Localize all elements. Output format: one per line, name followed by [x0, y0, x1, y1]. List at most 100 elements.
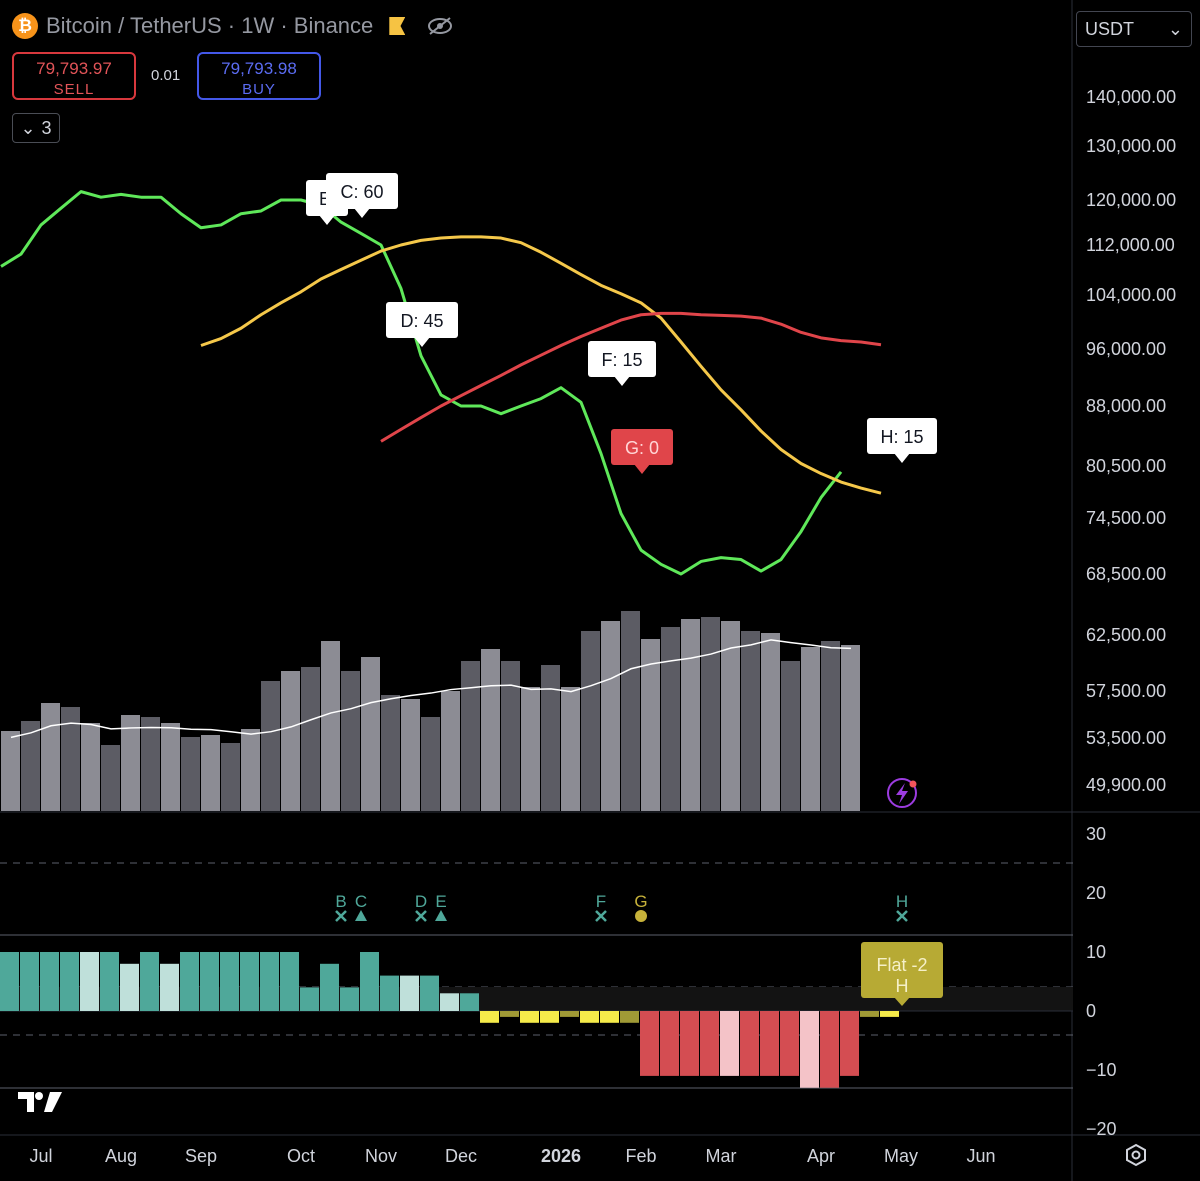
histogram-bar	[440, 993, 459, 1011]
buy-button[interactable]: 79,793.98 BUY	[197, 52, 321, 100]
price-axis-tick-label: 49,900.00	[1086, 775, 1166, 795]
histogram-bar	[780, 1011, 799, 1076]
annotation-label-f: F: 15	[601, 350, 642, 370]
histogram-bar	[340, 987, 359, 1011]
signal-triangle-marker	[355, 910, 367, 921]
volume-bar	[121, 715, 140, 811]
volume-bar	[721, 621, 740, 811]
hide-eye-icon[interactable]	[427, 16, 453, 36]
time-axis-label: Aug	[105, 1146, 137, 1166]
settings-icon[interactable]	[1124, 1143, 1148, 1167]
histogram-bar	[620, 1011, 639, 1023]
histogram-bar	[180, 952, 199, 1011]
flat-label-bg	[861, 942, 943, 998]
histogram-bar	[660, 1011, 679, 1076]
volume-bar	[21, 721, 40, 811]
time-axis-label: Sep	[185, 1146, 217, 1166]
volume-bar	[61, 707, 80, 811]
histogram-bar	[380, 975, 399, 1011]
annotation-pointer	[894, 453, 910, 463]
annotation-label-d: D: 45	[400, 311, 443, 331]
volume-bar	[341, 671, 360, 811]
histogram-bar	[640, 1011, 659, 1076]
price-axis-tick-label: 96,000.00	[1086, 339, 1166, 359]
annotation-label-bg	[588, 341, 656, 377]
alert-dot	[909, 780, 917, 788]
volume-bar	[741, 631, 760, 811]
signal-letter-b: B	[335, 892, 346, 911]
histogram-bar	[280, 952, 299, 1011]
histogram-bar	[700, 1011, 719, 1076]
histogram-bar	[160, 963, 179, 1011]
sell-button[interactable]: 79,793.97 SELL	[12, 52, 136, 100]
volume-bar	[401, 699, 420, 811]
indicators-count: 3	[41, 117, 52, 138]
price-axis-tick-label: 57,500.00	[1086, 681, 1166, 701]
volume-bar	[821, 641, 840, 811]
histogram-bar	[480, 1011, 499, 1023]
volume-bar	[41, 703, 60, 811]
histogram-bar	[240, 952, 259, 1011]
signal-cross-marker	[335, 910, 347, 922]
flat-label-line2: H	[896, 976, 909, 996]
volume-bar	[801, 647, 820, 811]
time-axis-label: Nov	[365, 1146, 397, 1166]
price-axis-tick-label: 53,500.00	[1086, 728, 1166, 748]
symbol-header[interactable]: ₿ Bitcoin / TetherUS · 1W · Binance	[12, 13, 453, 39]
volume-bar	[841, 645, 860, 811]
histogram-bar	[40, 952, 59, 1011]
volume-bar	[481, 649, 500, 811]
price-axis-tick-label: 112,000.00	[1086, 235, 1175, 255]
histogram-bar	[820, 1011, 839, 1088]
buy-label: BUY	[242, 81, 276, 98]
annotation-label-h: H: 15	[880, 427, 923, 447]
time-axis-label: Mar	[706, 1146, 737, 1166]
histogram-bar	[500, 1011, 519, 1017]
volume-bar	[201, 735, 220, 811]
histogram-bar	[680, 1011, 699, 1076]
volume-bar	[621, 611, 640, 811]
histogram-bar	[200, 952, 219, 1011]
buy-price: 79,793.98	[221, 59, 297, 78]
oscillator-axis-tick-label: −20	[1086, 1119, 1117, 1139]
alert-lightning-icon	[887, 778, 917, 808]
sell-label: SELL	[53, 81, 95, 98]
time-axis-label: Jul	[29, 1146, 52, 1166]
volume-bar	[141, 717, 160, 811]
histogram-bar	[100, 952, 119, 1011]
price-axis-tick-label: 74,500.00	[1086, 508, 1166, 528]
annotation-pointer	[319, 215, 335, 225]
signal-cross-marker	[896, 910, 908, 922]
histogram-bar	[860, 1011, 879, 1017]
time-axis-label: Oct	[287, 1146, 315, 1166]
price-axis-tick-label: 130,000.00	[1086, 136, 1176, 156]
volume-bar	[601, 621, 620, 811]
volume-bar	[581, 631, 600, 811]
histogram-bar	[760, 1011, 779, 1076]
fast-ma-line	[0, 190, 843, 576]
histogram-bar	[560, 1011, 579, 1017]
signal-letter-g: G	[634, 892, 647, 911]
signal-triangle-marker	[435, 910, 447, 921]
price-axis-tick-label: 88,000.00	[1086, 396, 1166, 416]
histogram-bar	[460, 993, 479, 1011]
flat-label-line1: Flat -2	[876, 955, 927, 975]
volume-bar	[321, 641, 340, 811]
volume-bar	[541, 665, 560, 811]
histogram-bar	[60, 952, 79, 1011]
flag-icon[interactable]	[389, 17, 406, 35]
histogram-bar	[840, 1011, 859, 1076]
histogram-bar	[320, 963, 339, 1011]
volume-bar	[441, 691, 460, 811]
tradingview-logo-icon	[18, 1092, 62, 1112]
volume-bar	[761, 633, 780, 811]
time-axis-label: Dec	[445, 1146, 477, 1166]
volume-bar	[101, 745, 120, 811]
currency-select[interactable]: USDT ⌄	[1076, 11, 1192, 47]
time-axis-label: Jun	[966, 1146, 995, 1166]
chevron-down-icon: ⌄	[1167, 18, 1183, 39]
volume-ma-line	[10, 639, 852, 739]
volume-bar	[361, 657, 380, 811]
indicators-toggle[interactable]: ⌄ 3	[12, 113, 60, 143]
